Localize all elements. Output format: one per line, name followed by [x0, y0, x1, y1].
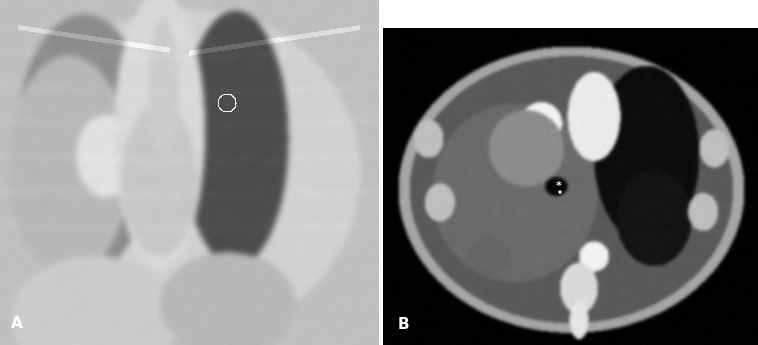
Text: *: *: [556, 181, 562, 191]
Text: A: A: [11, 316, 23, 331]
Text: B: B: [398, 317, 409, 332]
